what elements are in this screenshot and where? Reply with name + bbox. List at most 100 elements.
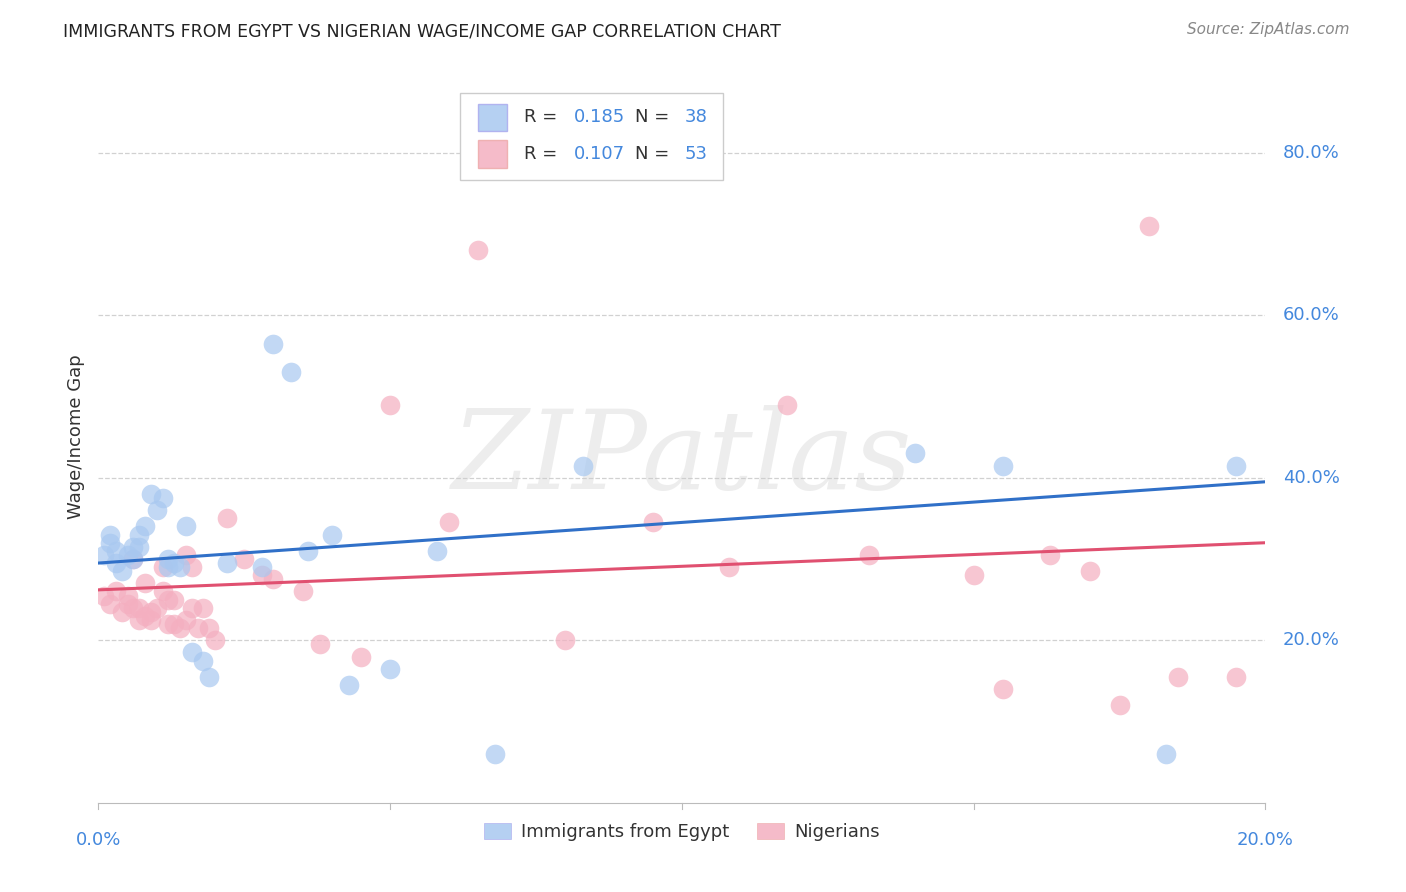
Point — [122, 552, 145, 566]
Point — [128, 613, 150, 627]
Point — [163, 617, 186, 632]
Text: R =: R = — [524, 109, 564, 127]
Point — [157, 552, 180, 566]
Point — [193, 600, 215, 615]
Point — [337, 678, 360, 692]
Point — [104, 584, 127, 599]
Point — [991, 681, 1014, 696]
Point — [134, 576, 156, 591]
Point — [122, 600, 145, 615]
Text: 0.0%: 0.0% — [76, 830, 121, 848]
Point — [904, 446, 927, 460]
FancyBboxPatch shape — [460, 94, 723, 179]
Point — [250, 560, 273, 574]
Point — [128, 540, 150, 554]
Point — [152, 560, 174, 574]
Point — [111, 564, 134, 578]
Point — [157, 592, 180, 607]
Point — [554, 633, 576, 648]
Point — [139, 487, 162, 501]
FancyBboxPatch shape — [478, 103, 508, 131]
Point — [104, 544, 127, 558]
Point — [93, 589, 115, 603]
Text: 40.0%: 40.0% — [1282, 468, 1340, 487]
Point — [174, 519, 197, 533]
Point — [1080, 564, 1102, 578]
Point — [467, 243, 489, 257]
Point — [93, 548, 115, 562]
Point — [250, 568, 273, 582]
Text: IMMIGRANTS FROM EGYPT VS NIGERIAN WAGE/INCOME GAP CORRELATION CHART: IMMIGRANTS FROM EGYPT VS NIGERIAN WAGE/I… — [63, 22, 782, 40]
Text: N =: N = — [636, 109, 675, 127]
Text: 53: 53 — [685, 145, 707, 163]
Point — [111, 605, 134, 619]
Point — [193, 654, 215, 668]
Point — [157, 617, 180, 632]
Point — [233, 552, 256, 566]
Point — [152, 491, 174, 505]
Point — [426, 544, 449, 558]
Point — [117, 548, 139, 562]
Text: Source: ZipAtlas.com: Source: ZipAtlas.com — [1187, 22, 1350, 37]
Point — [174, 613, 197, 627]
Point — [962, 568, 984, 582]
Text: ZIPatlas: ZIPatlas — [451, 405, 912, 513]
Point — [1225, 670, 1247, 684]
Point — [146, 503, 169, 517]
Legend: Immigrants from Egypt, Nigerians: Immigrants from Egypt, Nigerians — [477, 816, 887, 848]
Point — [180, 600, 202, 615]
Point — [321, 527, 343, 541]
Point — [1167, 670, 1189, 684]
Text: 80.0%: 80.0% — [1282, 144, 1340, 161]
Point — [198, 621, 221, 635]
Point — [776, 398, 799, 412]
Point — [139, 613, 162, 627]
Point — [104, 556, 127, 570]
Text: R =: R = — [524, 145, 564, 163]
Point — [215, 556, 238, 570]
Text: 60.0%: 60.0% — [1282, 306, 1340, 324]
Point — [98, 597, 121, 611]
Point — [380, 398, 402, 412]
Point — [163, 592, 186, 607]
Point — [198, 670, 221, 684]
Point — [128, 600, 150, 615]
Point — [152, 584, 174, 599]
Point — [187, 621, 209, 635]
Y-axis label: Wage/Income Gap: Wage/Income Gap — [66, 355, 84, 519]
Point — [128, 527, 150, 541]
Text: N =: N = — [636, 145, 675, 163]
Point — [134, 608, 156, 623]
Point — [169, 621, 191, 635]
Point — [146, 600, 169, 615]
Point — [169, 560, 191, 574]
Point — [280, 365, 302, 379]
Point — [122, 540, 145, 554]
Point — [380, 662, 402, 676]
Point — [262, 336, 284, 351]
Point — [1038, 548, 1060, 562]
Point — [991, 458, 1014, 473]
Point — [180, 560, 202, 574]
Point — [437, 516, 460, 530]
Text: 20.0%: 20.0% — [1237, 830, 1294, 848]
Point — [122, 552, 145, 566]
Point — [571, 458, 593, 473]
Point — [350, 649, 373, 664]
FancyBboxPatch shape — [478, 140, 508, 168]
Point — [117, 597, 139, 611]
Point — [291, 584, 314, 599]
Point — [1225, 458, 1247, 473]
Point — [117, 589, 139, 603]
Point — [309, 637, 332, 651]
Point — [858, 548, 880, 562]
Point — [641, 516, 664, 530]
Point — [484, 747, 506, 761]
Point — [262, 572, 284, 586]
Point — [1137, 219, 1160, 233]
Text: 0.185: 0.185 — [574, 109, 624, 127]
Point — [180, 645, 202, 659]
Point — [174, 548, 197, 562]
Point — [163, 556, 186, 570]
Point — [139, 605, 162, 619]
